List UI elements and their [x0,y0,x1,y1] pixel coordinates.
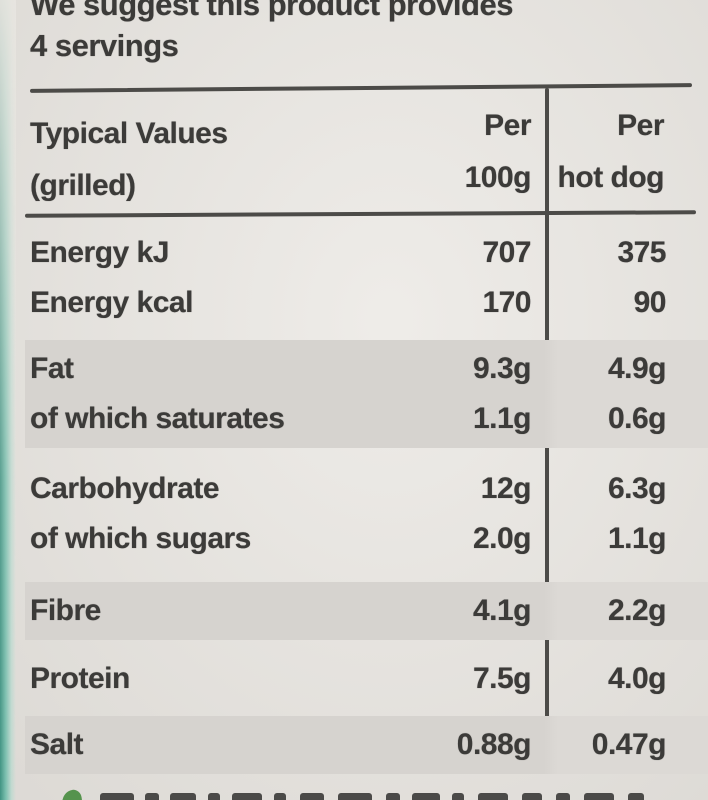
intro-text-line1: We suggest this product provides [30,0,513,22]
cropped-text-fragment [478,793,508,800]
per-100g-value: 1.1g [472,402,532,435]
group-carbohydrate: Carbohydrate 12g 6.3g of which sugars 2.… [25,460,708,568]
per-100g-value: 170 [482,286,531,319]
header-typical-values-line1: Typical Values [30,117,228,150]
cropped-text-fragment [170,793,196,800]
cropped-text-fragment [452,793,464,800]
nutrient-label: Fat [30,352,74,385]
cropped-text-fragment [274,793,286,800]
cropped-footnote-row [0,782,708,800]
table-row: of which sugars 2.0g 1.1g [25,514,708,564]
cropped-text-fragment [386,793,400,800]
per-100g-value: 12g [480,472,532,505]
header-per-hot-dog: Per hot dog [545,100,708,212]
per-hot-dog-value: 6.3g [607,472,667,505]
nutrient-label: Energy kJ [30,236,169,269]
intro-text-line2: 4 servings [30,28,179,63]
cropped-text-fragment [584,793,614,800]
group-energy: Energy kJ 707 375 Energy kcal 170 90 [25,224,708,332]
cropped-text-fragment [100,793,134,800]
header-typical-values: Typical Values (grilled) [25,100,416,212]
table-row: Fat 9.3g 4.9g [25,344,708,394]
nutrient-label: of which sugars [30,522,251,555]
per-hot-dog-value: 90 [633,286,667,319]
per-hot-dog-value: 2.2g [607,594,667,627]
cropped-text-fragment [628,793,644,800]
per-hot-dog-value: 0.47g [591,728,667,761]
per-hot-dog-value: 1.1g [607,522,667,555]
package-edge-strip [0,0,16,800]
table-row: Carbohydrate 12g 6.3g [25,464,708,514]
per-100g-value: 9.3g [472,352,532,385]
cropped-text-fragment [232,793,262,800]
per-100g-value: 7.5g [472,662,532,695]
header-per-100g-line1: Per [484,109,531,142]
table-row: Energy kcal 170 90 [25,278,708,328]
cropped-text-fragment [412,793,440,800]
cropped-text-fragment [556,793,570,800]
per-hot-dog-value: 0.6g [607,402,667,435]
table-row: Fibre 4.1g 2.2g [25,586,708,636]
green-leaf-icon [60,788,84,800]
group-protein: Protein 7.5g 4.0g [25,650,708,708]
group-fibre: Fibre 4.1g 2.2g [25,582,708,640]
table-header: Typical Values (grilled) Per 100g Per ho… [25,100,708,212]
per-hot-dog-value: 4.0g [607,662,667,695]
nutrient-label: Protein [30,662,130,695]
per-100g-value: 4.1g [472,594,532,627]
table-row: of which saturates 1.1g 0.6g [25,394,708,444]
table-row: Protein 7.5g 4.0g [25,654,708,704]
header-typical-values-line2: (grilled) [30,169,136,202]
header-per-100g-line2: 100g [464,161,532,194]
table-body: Energy kJ 707 375 Energy kcal 170 90 Fat… [25,218,708,774]
table-row: Energy kJ 707 375 [25,228,708,278]
nutrient-label: Energy kcal [30,286,193,319]
nutrient-label: Carbohydrate [30,472,220,505]
per-hot-dog-value: 375 [617,236,666,269]
per-100g-value: 2.0g [472,522,532,555]
per-100g-value: 0.88g [456,728,532,761]
nutrient-label: Salt [30,728,84,761]
header-per-hot-dog-line1: Per [617,109,664,142]
cropped-text-fragment [208,793,220,800]
group-salt: Salt 0.88g 0.47g [25,716,708,774]
per-hot-dog-value: 4.9g [607,352,667,385]
group-fat: Fat 9.3g 4.9g of which saturates 1.1g 0.… [25,340,708,448]
header-per-hot-dog-line2: hot dog [557,161,665,194]
header-per-100g: Per 100g [416,100,545,212]
table-row: Salt 0.88g 0.47g [25,720,708,770]
cropped-text-fragment [338,793,372,800]
nutrient-label: of which saturates [30,402,285,435]
cropped-text-fragment [145,793,159,800]
cropped-text-fragment [522,793,542,800]
cropped-text-fragment [300,793,324,800]
nutrient-label: Fibre [30,594,101,627]
table-top-rule [29,83,693,93]
per-100g-value: 707 [482,236,531,269]
